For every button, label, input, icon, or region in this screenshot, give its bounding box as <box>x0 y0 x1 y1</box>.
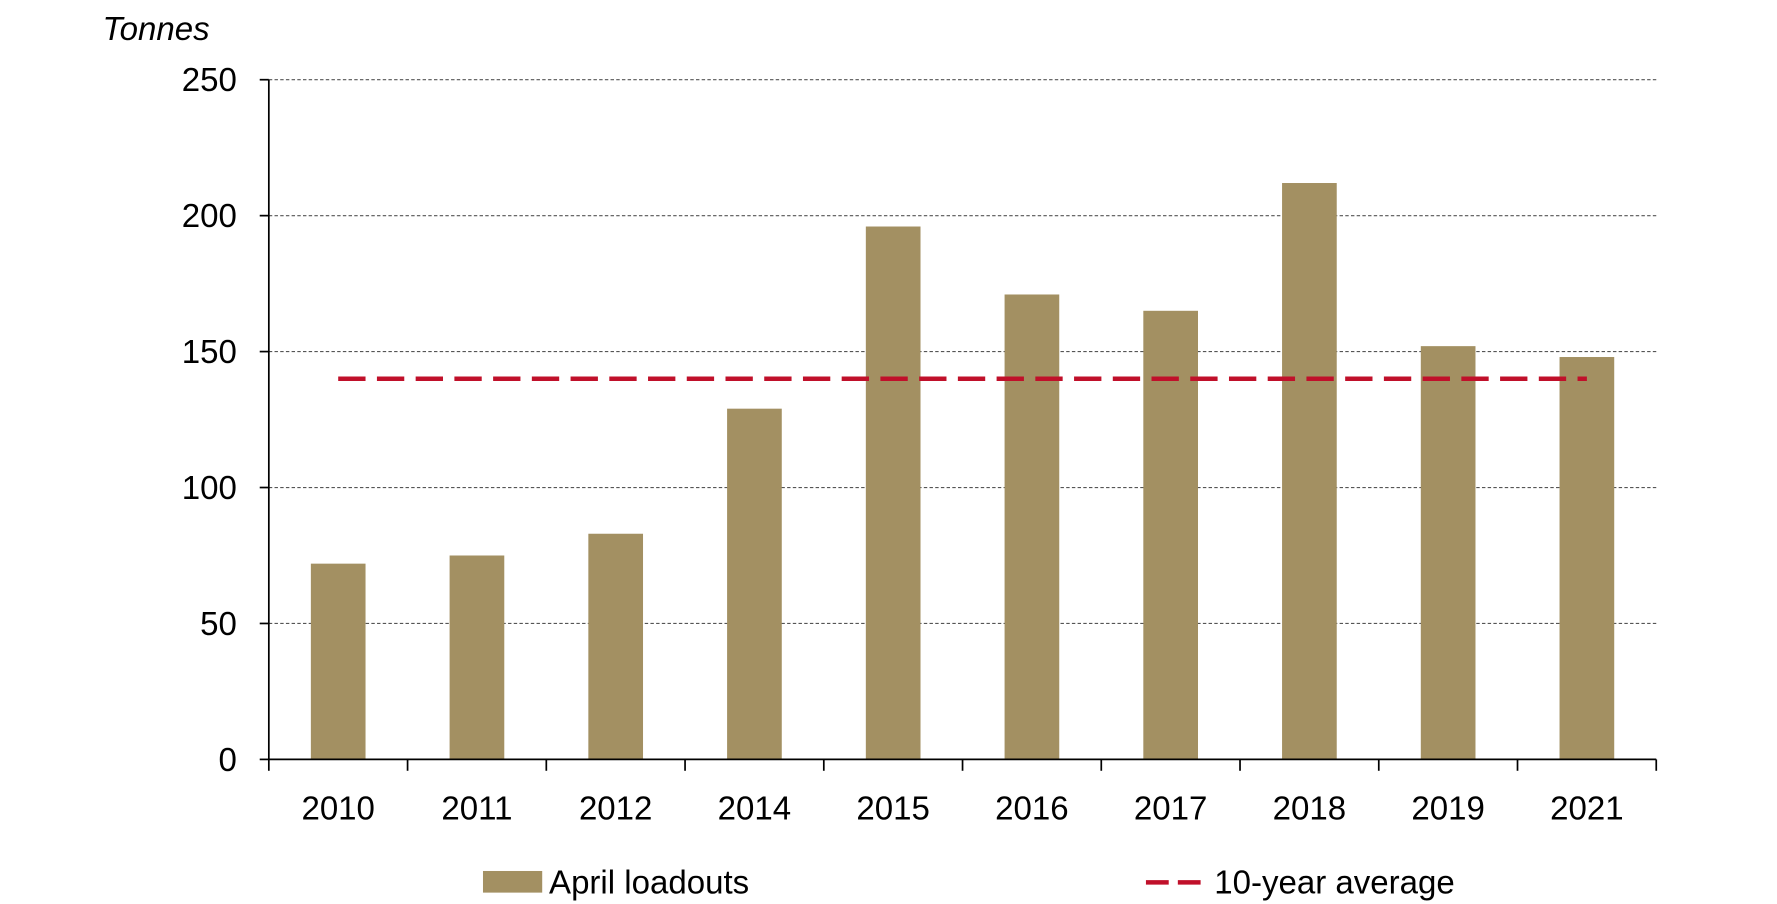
bar-2012 <box>588 533 644 760</box>
legend-swatch-april-loadouts <box>482 870 543 893</box>
x-tick-label: 2011 <box>441 790 512 827</box>
x-tick-label: 2018 <box>1273 790 1346 827</box>
bar-2010 <box>310 563 366 760</box>
x-tick-label: 2015 <box>856 790 929 827</box>
x-tick-label: 2014 <box>718 790 791 827</box>
bar-2014 <box>727 408 782 760</box>
y-tick-label: 250 <box>182 61 237 98</box>
bar-2015 <box>865 226 921 760</box>
x-tick-label: 2019 <box>1411 790 1484 827</box>
x-tick-label: 2016 <box>995 790 1068 827</box>
x-tick-label: 2017 <box>1134 790 1207 827</box>
y-tick-label: 0 <box>219 741 237 778</box>
bar-2011 <box>449 555 505 760</box>
bar-2018 <box>1282 183 1337 760</box>
x-tick-label: 2010 <box>301 790 374 827</box>
x-tick-label: 2021 <box>1550 790 1623 827</box>
bar-2019 <box>1420 346 1476 760</box>
legend-label-10-year-average: 10-year average <box>1214 864 1454 901</box>
bar-2017 <box>1143 310 1198 760</box>
bar-2021 <box>1559 357 1615 760</box>
bar-2016 <box>1004 294 1060 760</box>
y-tick-label: 100 <box>182 469 237 506</box>
y-tick-label: 50 <box>200 605 237 642</box>
y-tick-label: 150 <box>182 333 237 370</box>
legend: April loadouts 10-year average <box>482 864 1455 901</box>
y-axis-label: Tonnes <box>103 10 210 47</box>
y-tick-label: 200 <box>182 197 237 234</box>
legend-label-april-loadouts: April loadouts <box>549 864 749 901</box>
x-tick-label: 2012 <box>579 790 652 827</box>
